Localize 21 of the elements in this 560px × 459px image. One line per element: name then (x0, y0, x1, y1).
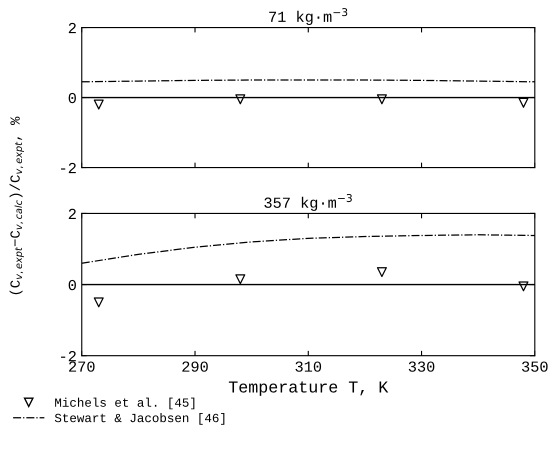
y-tick-label: 2 (68, 22, 76, 34)
y-tick-label: -2 (61, 162, 76, 174)
chart-title: 71 kg·m$^{−3}$ (269, 8, 348, 26)
chart-title: 357 kg·m$^{−3}$ (264, 194, 352, 211)
y-tick-label: 0 (68, 92, 76, 104)
legend-label: Stewart & Jacobsen [46] (54, 413, 224, 425)
x-tick-label: 350 (522, 361, 548, 372)
x-tick-label: 330 (408, 361, 434, 372)
y-tick-label: -2 (61, 351, 76, 362)
point (518, 281, 528, 292)
y-tick-label: 2 (68, 208, 76, 219)
x-tick-label: 270 (69, 361, 95, 372)
legend-label: Michels et al. [45] (55, 398, 194, 410)
x-tick-label: 290 (182, 361, 208, 372)
x-tick-label: 310 (295, 361, 322, 372)
point (235, 274, 246, 284)
point (94, 297, 104, 308)
y-tick-label: 0 (68, 280, 76, 290)
y-axis-title: (C$_{v,expt}$−C$_{v,calc}$)/C$_{v,expt}$, % (10, 116, 24, 294)
x-axis-title: Temperature T, K (228, 381, 388, 396)
point (376, 267, 387, 278)
